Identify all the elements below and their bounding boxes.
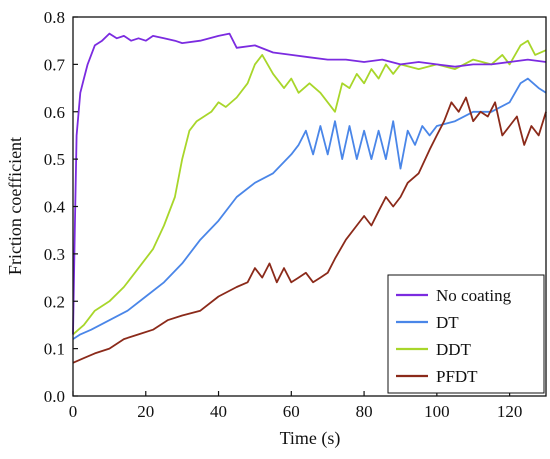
x-tick-label: 40 [210, 402, 227, 421]
x-axis: 0 20 40 60 80 100 120 [69, 391, 523, 421]
y-axis: 0.0 0.1 0.2 0.3 0.4 0.5 0.6 0.7 0.8 [44, 8, 78, 406]
series-line-pfdt [72, 96, 547, 364]
legend-label: No coating [436, 286, 512, 305]
x-axis-title: Time (s) [280, 428, 341, 449]
x-tick-label: 60 [283, 402, 300, 421]
y-tick-label: 0.8 [44, 8, 65, 27]
y-tick-label: 0.1 [44, 340, 65, 359]
x-tick-label: 80 [356, 402, 373, 421]
x-tick-label: 120 [497, 402, 523, 421]
legend-label: PFDT [436, 367, 478, 386]
y-tick-label: 0.3 [44, 245, 65, 264]
y-tick-label: 0.7 [44, 55, 66, 74]
series-layer [72, 32, 547, 364]
y-axis-title: Friction coefficient [5, 137, 25, 275]
y-tick-label: 0.6 [44, 103, 65, 122]
series-line-ddt [72, 39, 547, 336]
series-line-no-coating [72, 32, 547, 335]
x-tick-label: 0 [69, 402, 78, 421]
legend: No coating DT DDT PFDT [387, 274, 545, 394]
x-tick-label: 100 [424, 402, 450, 421]
y-tick-label: 0.2 [44, 292, 65, 311]
y-tick-label: 0.0 [44, 387, 65, 406]
y-tick-label: 0.5 [44, 150, 65, 169]
series-line-dt [72, 77, 547, 340]
x-tick-label: 20 [137, 402, 154, 421]
legend-label: DT [436, 313, 459, 332]
legend-label: DDT [436, 340, 472, 359]
y-tick-label: 0.4 [44, 198, 66, 217]
